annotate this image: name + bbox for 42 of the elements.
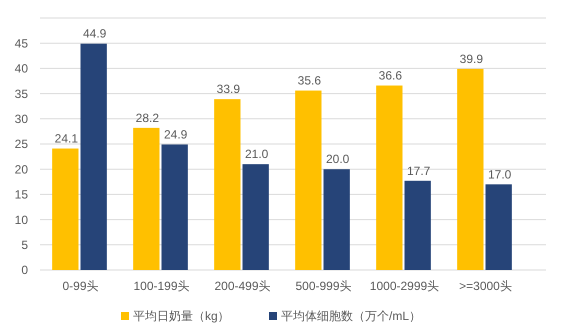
y-tick-label: 10 <box>14 212 28 227</box>
data-label: 36.6 <box>378 68 402 83</box>
x-tick-label: 200-499头 <box>214 279 271 293</box>
y-tick-label: 40 <box>14 62 28 76</box>
bar <box>242 164 269 270</box>
bar <box>133 128 160 270</box>
bar <box>404 180 431 270</box>
bar <box>214 99 240 270</box>
x-tick-label: 1000-2999头 <box>370 279 440 293</box>
data-label: 20.0 <box>326 152 350 166</box>
legend-label: 平均体细胞数（万个/mL） <box>281 309 422 324</box>
x-tick-label: >=3000头 <box>459 279 512 293</box>
bar <box>80 44 107 270</box>
y-tick-label: 0 <box>21 263 28 278</box>
data-label: 24.1 <box>54 132 78 146</box>
bar <box>52 148 78 270</box>
y-tick-label: 5 <box>21 238 28 252</box>
bar <box>295 90 322 270</box>
legend-label: 平均日奶量（kg） <box>133 309 230 324</box>
x-tick-label: 0-99头 <box>62 279 99 293</box>
data-label: 35.6 <box>298 74 322 88</box>
data-label: 44.9 <box>82 26 107 41</box>
y-tick-label: 20 <box>14 162 28 176</box>
y-tick-label: 45 <box>14 36 28 50</box>
data-label: 39.9 <box>460 52 484 66</box>
x-tick-label: 500-999头 <box>295 279 352 293</box>
bar <box>162 144 188 270</box>
bar <box>486 184 512 270</box>
y-tick-label: 30 <box>14 112 28 126</box>
y-tick-label: 15 <box>14 188 28 202</box>
data-label: 17.0 <box>488 167 512 182</box>
bar <box>324 169 350 270</box>
y-tick-label: 35 <box>14 86 28 101</box>
bar <box>376 86 402 270</box>
data-label: 21.0 <box>244 147 269 162</box>
data-label: 28.2 <box>136 110 160 125</box>
y-tick-label: 25 <box>14 137 28 152</box>
data-label: 24.9 <box>164 128 188 142</box>
bar <box>457 68 484 270</box>
data-label: 33.9 <box>216 82 240 96</box>
data-label: 17.7 <box>406 164 431 178</box>
x-tick-label: 100-199头 <box>133 279 190 293</box>
